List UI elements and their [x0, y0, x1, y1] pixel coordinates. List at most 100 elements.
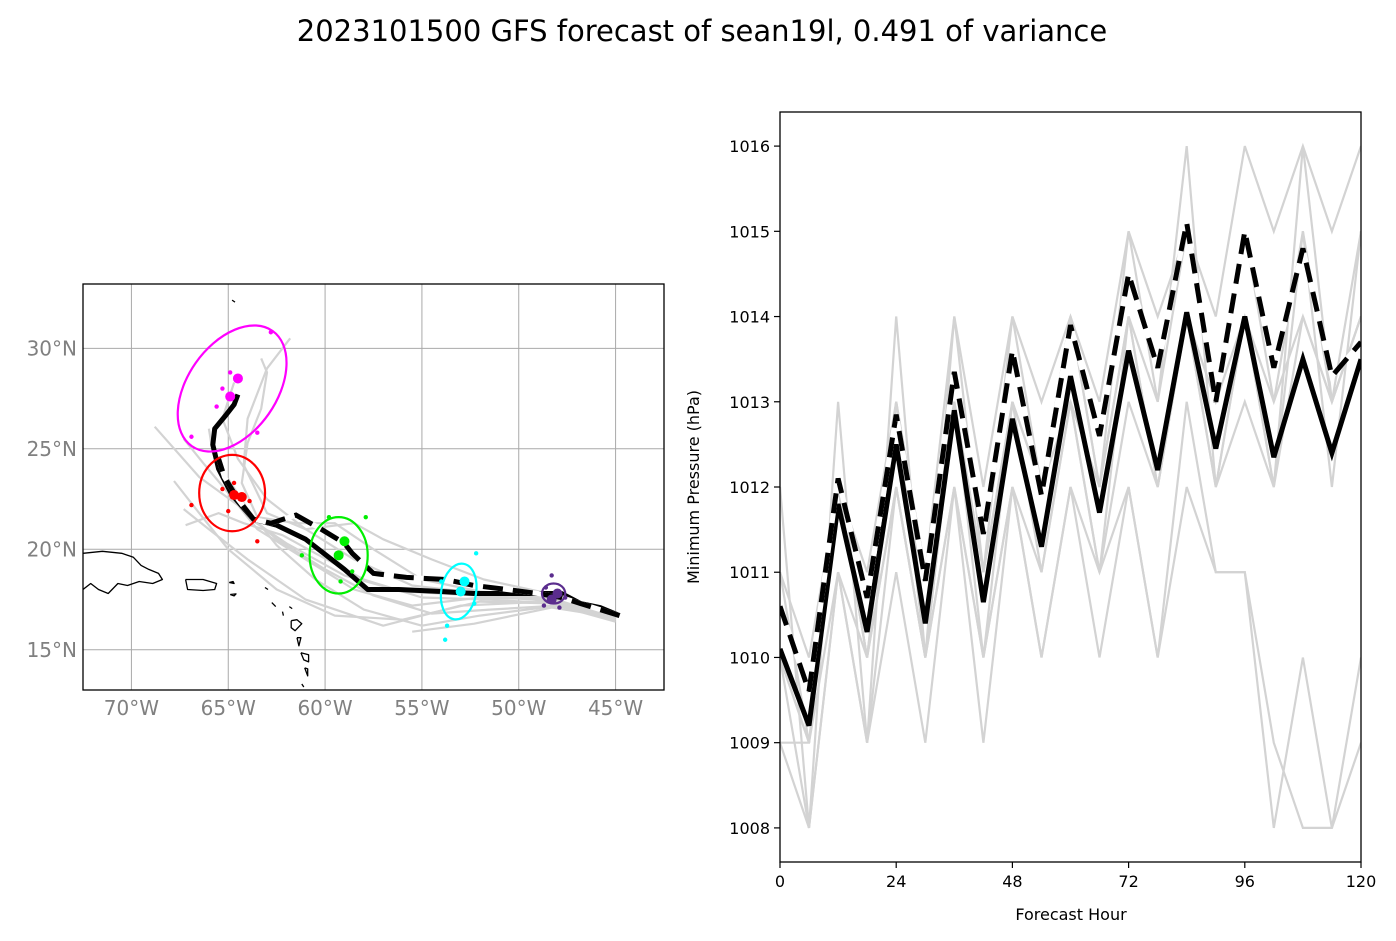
map-mean-position-dot: [339, 536, 350, 547]
pressure-x-tick-label: 24: [886, 872, 906, 891]
map-member-position-dot: [349, 569, 355, 574]
pressure-y-tick-label: 1014: [729, 308, 770, 327]
map-member-position-dot: [268, 330, 274, 335]
map-coastline: [296, 637, 302, 647]
map-member-position-dot: [439, 579, 444, 584]
map-lat-tick-label: 30°N: [27, 336, 77, 360]
map-member-position-dot: [541, 603, 547, 608]
map-lat-tick-label: 20°N: [27, 537, 77, 561]
map-background: [83, 284, 664, 690]
map-member-position-dot: [299, 553, 305, 558]
map-coastline: [271, 602, 277, 608]
map-mean-position-dot: [333, 550, 344, 561]
map-member-track: [412, 606, 616, 633]
map-member-position-dot: [444, 623, 450, 628]
pressure-ticks: 0 24 48 72 96 120 1008 1009 1010 1011 1012 1013 1014…: [729, 137, 1376, 891]
pressure-mean-series: [780, 311, 1361, 727]
map-member-position-dot: [338, 579, 343, 584]
map-member-track: [153, 425, 616, 623]
map-member-position-dot: [473, 551, 479, 556]
map-member-position-dot: [442, 637, 448, 642]
map-grid: [83, 284, 664, 690]
pressure-x-tick-label: 0: [775, 872, 785, 891]
map-member-track: [182, 438, 616, 619]
map-mean-position-dot: [546, 594, 557, 605]
pressure-x-tick-label: 48: [1002, 872, 1022, 891]
map-coastline: [290, 619, 303, 632]
map-coastline: [288, 606, 293, 610]
map-member-position-dot: [255, 430, 260, 435]
pressure-y-tick-label: 1009: [729, 734, 770, 753]
map-member-position-dot: [247, 498, 252, 504]
map-frame: [82, 283, 665, 691]
map-control-track-line: [216, 458, 621, 618]
map-lon-tick-label: 60°W: [297, 696, 352, 720]
map-member-position-dot: [220, 386, 225, 391]
map-coastline: [281, 611, 285, 616]
pressure-member-line: [780, 316, 1361, 658]
pressure-x-tick-label: 96: [1235, 872, 1255, 891]
pressure-y-tick-label: 1015: [729, 222, 770, 241]
pressure-control-series: [780, 222, 1361, 693]
pressure-y-tick-label: 1011: [729, 563, 770, 582]
map-lon-tick-label: 45°W: [588, 696, 643, 720]
map-coastline: [264, 586, 269, 591]
pressure-x-tick-label: 72: [1118, 872, 1138, 891]
map-coastline: [184, 578, 218, 592]
map-uncertainty-ellipse: [439, 562, 478, 621]
map-member-track: [221, 382, 616, 621]
map-member-position-dot: [231, 480, 237, 486]
map-member-position-dot: [255, 539, 260, 544]
map-member-position-dot: [363, 514, 368, 520]
map-mean-position-dot: [232, 373, 243, 384]
pressure-y-tick-label: 1016: [729, 137, 770, 156]
map-lon-tick-label: 50°W: [491, 696, 546, 720]
map-coastline: [301, 683, 305, 688]
figure-title: 2023101500 GFS forecast of sean19l, 0.49…: [297, 14, 1107, 48]
map-mean-position-dot: [459, 576, 470, 587]
map-coastline: [229, 593, 237, 597]
map-uncertainty-ellipse: [198, 453, 267, 533]
map-uncertainty-ellipse: [308, 516, 369, 595]
map-member-position-dot: [543, 585, 549, 590]
map-member-position-dot: [220, 486, 225, 492]
map-member-position-dot: [549, 573, 554, 578]
pressure-y-tick-label: 1013: [729, 393, 770, 412]
pressure-chart-panel: 0 24 48 72 96 120 1008 1009 1010 1011 1012 1013 1014…: [684, 111, 1376, 924]
map-member-position-dot: [563, 595, 568, 600]
map-member-position-dot: [189, 502, 194, 508]
map-mean-position-dot: [225, 391, 236, 402]
map-mean-position-dot: [455, 586, 466, 597]
map-lat-tick-label: 25°N: [27, 437, 77, 461]
map-member-track: [242, 337, 616, 619]
map-position-points: [189, 330, 568, 642]
map-mean-position-dot: [229, 490, 240, 501]
pressure-y-tick-label: 1008: [729, 819, 770, 838]
map-member-position-dot: [227, 370, 233, 375]
map-coastline: [304, 667, 309, 677]
map-member-position-dot: [189, 434, 194, 439]
map-lon-tick-label: 70°W: [104, 696, 159, 720]
pressure-y-tick-label: 1012: [729, 478, 770, 497]
map-member-position-dot: [326, 514, 332, 520]
map-member-position-dot: [472, 601, 477, 606]
map-land: [83, 299, 310, 688]
map-lon-tick-label: 55°W: [394, 696, 449, 720]
pressure-x-axis-label: Forecast Hour: [1015, 905, 1127, 924]
pressure-y-tick-label: 1010: [729, 648, 770, 667]
map-tick-labels: 70°W 65°W 60°W 55°W 50°W 45°W 15°N 20°N 25°N 30°N: [27, 336, 644, 720]
track-map-panel: 70°W 65°W 60°W 55°W 50°W 45°W 15°N 20°N 25°N 30°N: [27, 283, 665, 720]
map-member-position-dot: [557, 605, 562, 610]
map-coastline: [300, 652, 310, 663]
map-coastline: [83, 550, 164, 595]
map-control-track: [216, 458, 621, 618]
map-coastline: [231, 299, 236, 303]
map-member-position-dot: [214, 404, 219, 409]
map-coastline: [229, 580, 235, 585]
map-mean-position-dot: [236, 492, 247, 503]
pressure-control-line: [780, 222, 1361, 693]
pressure-y-axis-label: Minimum Pressure (hPa): [684, 390, 703, 584]
map-lon-tick-label: 65°W: [201, 696, 256, 720]
pressure-x-tick-label: 120: [1346, 872, 1377, 891]
